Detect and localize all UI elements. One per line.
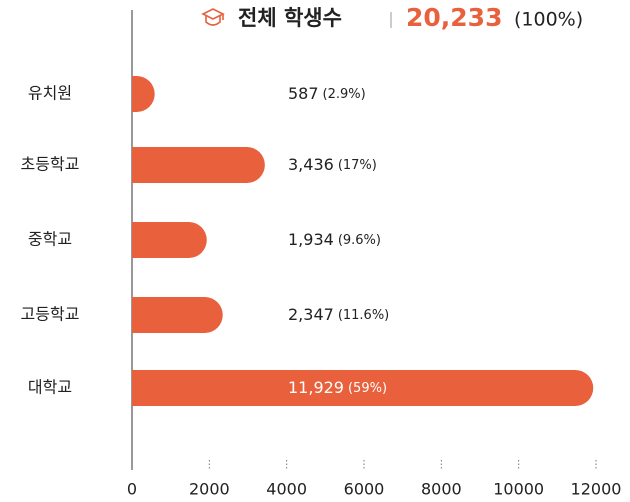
x-tick-label: 10000 — [493, 480, 544, 499]
x-tick-label: 0 — [127, 480, 137, 499]
value-text: 1,934 — [288, 230, 334, 249]
bar — [132, 76, 155, 112]
percent-text: (11.6%) — [338, 308, 389, 323]
y-tick-label: 대학교 — [28, 378, 72, 397]
bar — [132, 147, 265, 183]
value-label: 2,347 (11.6%) — [288, 305, 389, 324]
x-tick-label: 12000 — [571, 480, 622, 499]
percent-text: (17%) — [338, 158, 377, 173]
percent-text: (2.9%) — [323, 87, 366, 102]
x-tick-label: 8000 — [421, 480, 462, 499]
value-text: 2,347 — [288, 305, 334, 324]
value-text: 3,436 — [288, 155, 334, 174]
x-tick-label: 6000 — [344, 480, 385, 499]
total-value: 20,233 — [406, 3, 502, 32]
y-tick-label: 고등학교 — [21, 305, 80, 324]
value-text: 587 — [288, 84, 319, 103]
value-label: 1,934 (9.6%) — [288, 230, 381, 249]
title-icon — [201, 8, 225, 26]
percent-text: (59%) — [348, 381, 387, 396]
x-tick-label: 2000 — [189, 480, 230, 499]
total-percent: (100%) — [514, 9, 583, 31]
value-label: 587 (2.9%) — [288, 84, 366, 103]
x-tick-label: 4000 — [266, 480, 307, 499]
bar — [132, 297, 223, 333]
value-label: 3,436 (17%) — [288, 155, 377, 174]
bar — [132, 370, 594, 406]
bar — [132, 222, 207, 258]
y-tick-label: 초등학교 — [21, 155, 80, 174]
percent-text: (9.6%) — [338, 233, 381, 248]
y-tick-label: 유치원 — [28, 84, 72, 103]
y-tick-label: 중학교 — [28, 230, 72, 249]
value-label: 11,929 (59%) — [288, 378, 387, 397]
chart-title: 전체 학생수 — [238, 6, 342, 30]
value-text: 11,929 — [288, 378, 344, 397]
